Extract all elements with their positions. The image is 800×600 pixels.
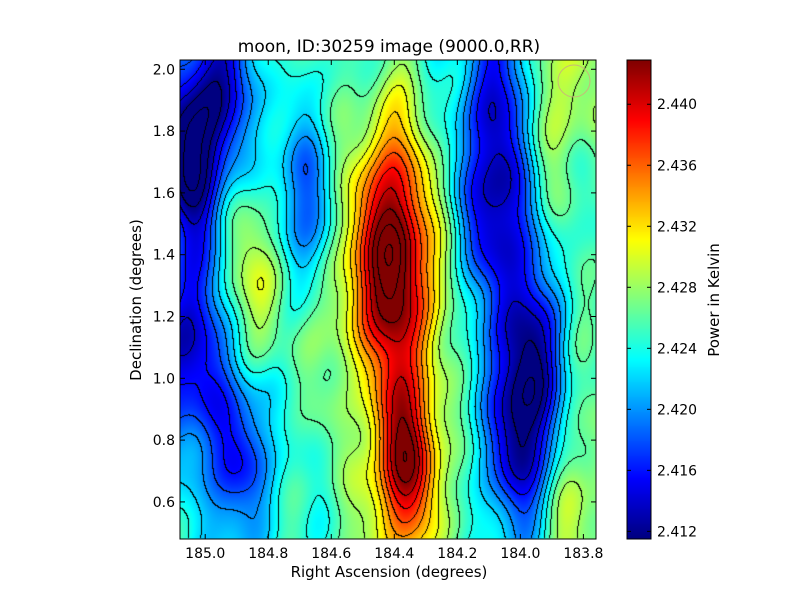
colorbar-tick-label: 2.412	[657, 524, 697, 540]
y-tick-label: 0.6	[153, 495, 175, 511]
y-tick-label: 0.8	[153, 433, 175, 449]
x-axis-label: Right Ascension (degrees)	[291, 563, 488, 581]
colorbar-ticks: 2.412 2.416 2.420 2.424 2.428 2.432 2.436 2.440	[627, 97, 697, 540]
heatmap-plot	[179, 59, 597, 540]
colorbar-frame	[626, 59, 652, 540]
colorbar-tick-label: 2.416	[657, 463, 697, 479]
y-axis-label: Declination (degrees)	[127, 219, 145, 381]
x-tick-label: 185.0	[185, 546, 225, 562]
x-axis-ticks: 185.0 184.8 184.6 184.4 184.2 184.0 183.8	[185, 60, 603, 562]
colorbar-tick-label: 2.428	[657, 280, 697, 296]
y-tick-label: 1.8	[153, 124, 175, 140]
chart-title: moon, ID:30259 image (9000.0,RR)	[238, 37, 540, 57]
colorbar: 2.412 2.416 2.420 2.424 2.428 2.432 2.436 2.440…	[626, 59, 723, 540]
x-tick-label: 184.2	[437, 546, 477, 562]
colorbar-label: Power in Kelvin	[705, 243, 723, 357]
x-tick-label: 184.0	[500, 546, 540, 562]
y-tick-label: 1.0	[153, 371, 175, 387]
colorbar-tick-label: 2.420	[657, 402, 697, 418]
plot-frame	[179, 59, 597, 540]
x-tick-label: 184.6	[311, 546, 351, 562]
colorbar-tick-label: 2.432	[657, 219, 697, 235]
x-tick-label: 184.8	[248, 546, 288, 562]
colorbar-tick-label: 2.436	[657, 158, 697, 174]
y-axis-ticks: 0.6 0.8 1.0 1.2 1.4 1.6 1.8 2.0	[153, 62, 596, 511]
colorbar-tick-label: 2.440	[657, 97, 697, 113]
x-tick-label: 183.8	[563, 546, 603, 562]
beam-marker	[557, 64, 591, 98]
y-tick-label: 2.0	[153, 62, 175, 78]
colorbar-tick-label: 2.424	[657, 341, 697, 357]
y-tick-label: 1.2	[153, 309, 175, 325]
y-tick-label: 1.6	[153, 186, 175, 202]
y-tick-label: 1.4	[153, 248, 175, 264]
x-tick-label: 184.4	[374, 546, 414, 562]
